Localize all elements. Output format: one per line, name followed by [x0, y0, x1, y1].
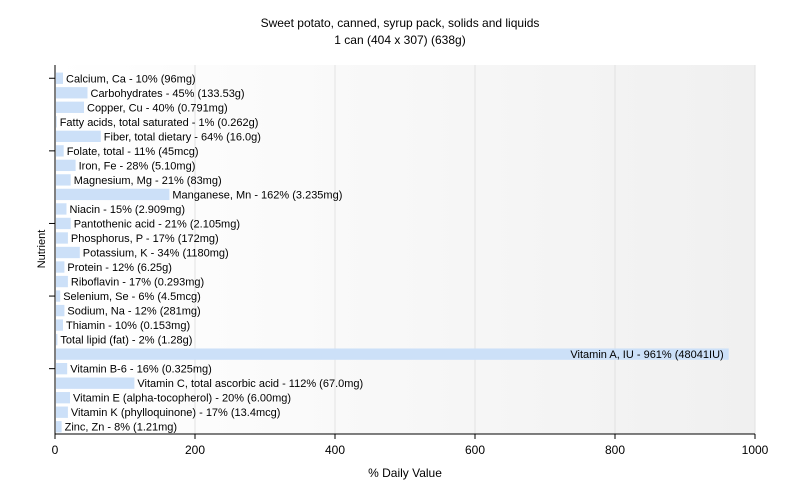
bar: [56, 217, 71, 230]
bar-label: Iron, Fe - 28% (5.10mg): [79, 160, 196, 172]
bar: [56, 246, 80, 259]
bar-label: Manganese, Mn - 162% (3.235mg): [172, 189, 342, 201]
bar: [56, 290, 61, 302]
bar: [56, 348, 729, 360]
grid-lines: [194, 65, 756, 434]
bar: [56, 87, 88, 99]
bars: Calcium, Ca - 10% (96mg) Carbohydrates - …: [56, 72, 729, 434]
bar: [56, 377, 135, 389]
bar: [56, 392, 70, 404]
x-tick-label: 600: [465, 443, 485, 457]
bar-label: Selenium, Se - 6% (4.5mcg): [63, 291, 201, 303]
bar-label: Vitamin E (alpha-tocopherol) - 20% (6.00…: [73, 393, 291, 405]
bar: [56, 174, 71, 186]
axes: 0 200 400 600 800 1000: [49, 65, 769, 457]
plot-area: [55, 65, 755, 434]
bar: [56, 130, 101, 143]
bar-label: Sodium, Na - 12% (281mg): [67, 306, 200, 318]
bar-label: Fatty acids, total saturated - 1% (0.262…: [60, 117, 259, 129]
bar: [56, 145, 64, 157]
bar-label: Vitamin B-6 - 16% (0.325mg): [70, 364, 212, 376]
bar: [56, 188, 170, 201]
x-axis-label: % Daily Value: [368, 466, 442, 480]
bar-label: Calcium, Ca - 10% (96mg): [66, 73, 196, 85]
bar-label: Fiber, total dietary - 64% (16.0g): [104, 131, 261, 143]
bar: [56, 232, 68, 244]
bar: [56, 72, 63, 84]
x-tick-label: 1000: [742, 443, 769, 457]
bar-label: Pantothenic acid - 21% (2.105mg): [74, 218, 240, 230]
bar: [56, 319, 63, 331]
bar: [56, 116, 57, 128]
x-tick-label: 200: [185, 443, 205, 457]
x-tick-label: 400: [325, 443, 345, 457]
bar-label: Carbohydrates - 45% (133.53g): [91, 88, 245, 100]
bar-label: Potassium, K - 34% (1180mg): [83, 248, 229, 260]
bar-label: Thiamin - 10% (0.153mg): [66, 320, 190, 332]
bar-label: Total lipid (fat) - 2% (1.28g): [60, 335, 192, 347]
bar: [56, 333, 58, 346]
bar: [56, 406, 68, 418]
bar-label: Niacin - 15% (2.909mg): [70, 204, 186, 216]
bar: [56, 203, 67, 215]
y-axis-label: Nutrient: [36, 230, 48, 269]
bar: [56, 261, 65, 273]
x-tick-label: 800: [605, 443, 625, 457]
bar: [56, 421, 62, 433]
bar-label: Vitamin A, IU - 961% (48041IU): [570, 349, 723, 361]
bar: [56, 362, 68, 375]
bar-label: Zinc, Zn - 8% (1.21mg): [65, 422, 177, 434]
bar-label: Copper, Cu - 40% (0.791mg): [87, 102, 228, 114]
bar: [56, 101, 84, 113]
bar-label: Phosphorus, P - 17% (172mg): [71, 233, 219, 245]
bar: [56, 159, 76, 172]
chart-subtitle: 1 can (404 x 307) (638g): [334, 33, 466, 47]
bar: [56, 275, 68, 288]
bar-label: Vitamin K (phylloquinone) - 17% (13.4mcg…: [71, 407, 281, 419]
bar-label: Riboflavin - 17% (0.293mg): [71, 277, 204, 289]
bar-label: Protein - 12% (6.25g): [67, 262, 172, 274]
bar: [56, 304, 65, 317]
chart-title: Sweet potato, canned, syrup pack, solids…: [260, 16, 540, 30]
bar-label: Magnesium, Mg - 21% (83mg): [74, 175, 222, 187]
bar-label: Folate, total - 11% (45mcg): [67, 146, 199, 158]
bar-label: Vitamin C, total ascorbic acid - 112% (6…: [137, 378, 363, 390]
x-tick-label: 0: [52, 443, 59, 457]
